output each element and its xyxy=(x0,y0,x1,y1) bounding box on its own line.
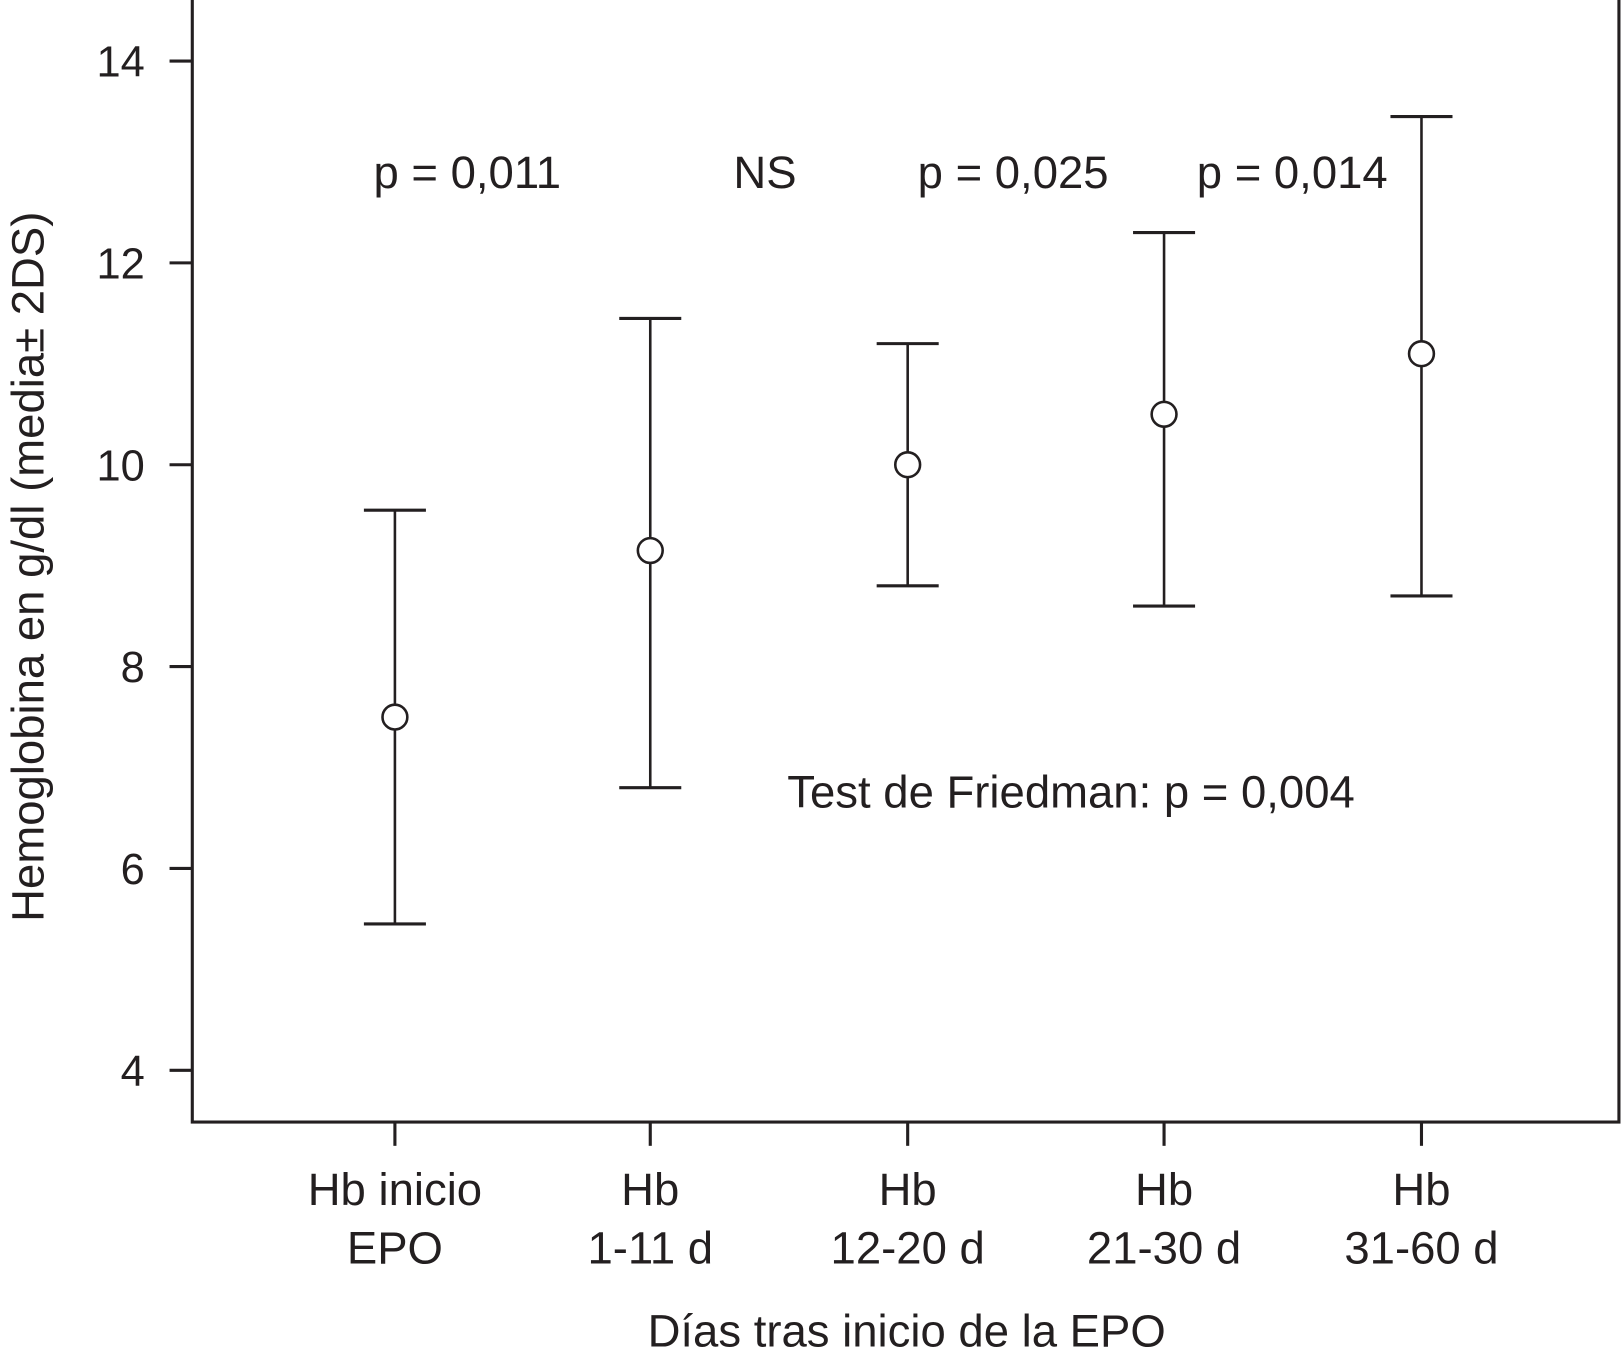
mean-point xyxy=(893,451,922,479)
mean-point xyxy=(1150,400,1178,428)
y-tick-label: 14 xyxy=(96,39,144,87)
x-tick-label: Hb xyxy=(1135,1164,1193,1215)
y-tick-label: 6 xyxy=(121,846,145,894)
pairwise-p-1: p = 0,011 xyxy=(373,147,561,198)
y-axis: 4 6 8 10 12 14 xyxy=(96,39,193,1096)
y-tick-label: 10 xyxy=(96,442,144,490)
error-bars xyxy=(363,114,1453,926)
x-tick-label: 12-20 d xyxy=(831,1223,985,1274)
plot-frame xyxy=(190,0,1621,1124)
x-axis: Hb inicio EPO Hb 1-11 d Hb 12-20 d Hb 21-30 d Hb… xyxy=(308,1122,1499,1274)
x-tick-label: 21-30 d xyxy=(1087,1223,1241,1274)
y-tick-label: 4 xyxy=(121,1048,145,1096)
x-tick-label: Hb xyxy=(1392,1164,1450,1215)
x-tick-label: Hb inicio xyxy=(308,1164,482,1215)
pairwise-p-2: NS xyxy=(733,147,796,198)
pairwise-p-3: p = 0,025 xyxy=(918,147,1109,198)
mean-point xyxy=(1407,340,1436,368)
x-tick-label: EPO xyxy=(347,1223,443,1274)
y-axis-label: Hemoglobina en g/dl (media± 2DS) xyxy=(2,212,53,922)
mean-point xyxy=(381,703,409,731)
y-tick-label: 12 xyxy=(96,240,144,288)
x-axis-label: Días tras inicio de la EPO xyxy=(648,1305,1166,1356)
x-tick-label: Hb xyxy=(621,1164,679,1215)
annotations: p = 0,011 NS p = 0,025 p = 0,014 Test de… xyxy=(373,147,1387,817)
y-tick-label: 8 xyxy=(121,644,145,692)
x-tick-label: Hb xyxy=(879,1164,937,1215)
x-tick-label: 31-60 d xyxy=(1344,1223,1498,1274)
mean-point xyxy=(636,536,664,565)
pairwise-p-4: p = 0,014 xyxy=(1197,147,1388,198)
x-tick-label: 1-11 d xyxy=(587,1223,713,1274)
friedman-test: Test de Friedman: p = 0,004 xyxy=(787,767,1355,818)
